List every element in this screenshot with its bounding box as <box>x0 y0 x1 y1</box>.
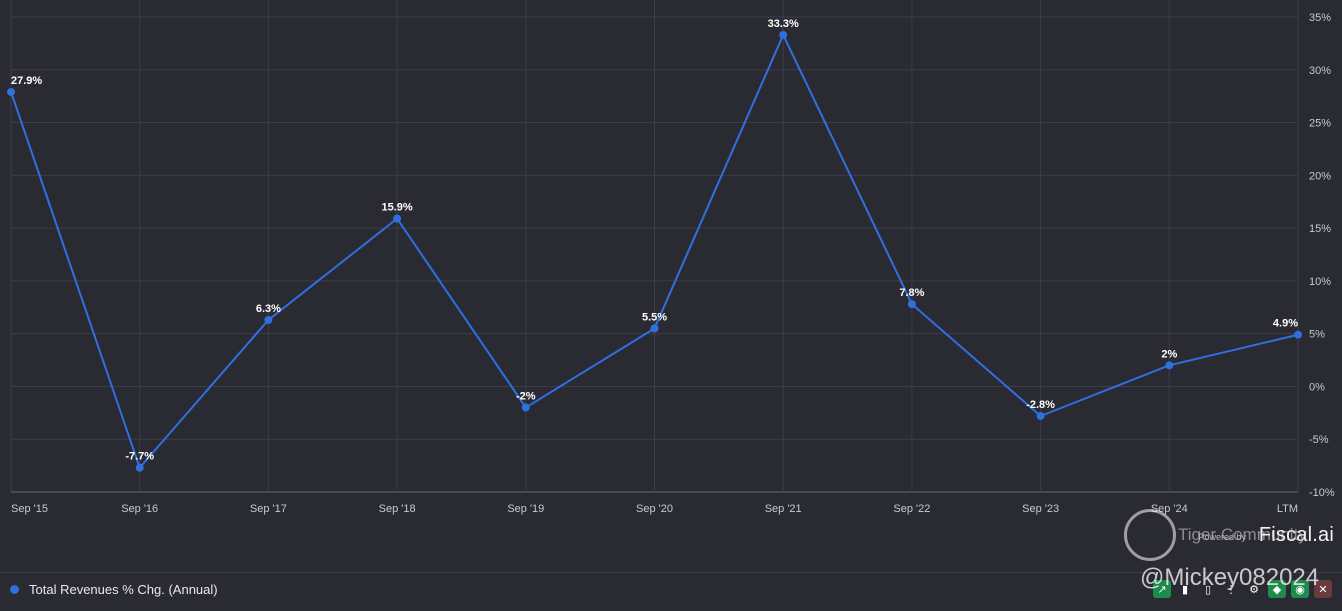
data-point <box>393 214 402 223</box>
revenue-change-chart: 35% 30% 25% 20% 15% 10% 5% 0% -5% -10% Sep '15 Sep … <box>7 0 1335 515</box>
data-point <box>1294 330 1302 339</box>
data-point <box>779 30 788 39</box>
y-tick-label: -10% <box>1309 487 1335 499</box>
brand-logo: Fiscal.ai <box>1258 524 1334 546</box>
watermark-handle: @Mickey082024 <box>1140 564 1320 591</box>
tag-icon[interactable]: ◆ <box>1268 580 1286 598</box>
x-tick-label: Sep '15 <box>11 503 48 515</box>
x-tick-label: Sep '18 <box>379 503 416 515</box>
x-tick-label: Sep '20 <box>636 503 673 515</box>
gear-icon[interactable]: ⚙ <box>1249 583 1259 596</box>
legend-label: Total Revenues % Chg. (Annual) <box>29 582 218 597</box>
data-point <box>521 403 530 412</box>
data-point <box>1036 412 1045 420</box>
data-label: 7.8% <box>899 287 924 299</box>
y-tick-label: 25% <box>1309 118 1331 130</box>
x-tick-label: Sep '16 <box>121 503 158 515</box>
y-tick-label: 35% <box>1309 12 1331 24</box>
x-tick-label: Sep '22 <box>893 503 930 515</box>
y-tick-label: -5% <box>1309 434 1329 446</box>
data-label: 33.3% <box>768 18 799 30</box>
data-point <box>907 300 916 309</box>
legend-item-total-revenues[interactable]: Total Revenues % Chg. (Annual) <box>10 582 218 597</box>
data-label: -2% <box>516 391 536 403</box>
line-chart-icon[interactable]: ↗ <box>1153 580 1171 598</box>
close-icon[interactable]: ✕ <box>1314 580 1332 598</box>
data-point <box>264 315 273 324</box>
data-label: -7.7% <box>125 451 154 463</box>
data-label: 15.9% <box>381 202 412 214</box>
y-tick-label: 15% <box>1309 223 1331 235</box>
data-point <box>7 87 15 96</box>
bar-chart-icon[interactable]: ▮ <box>1181 583 1189 596</box>
chart-footer: Total Revenues % Chg. (Annual) ↗ ▮ ▯ ⋮ ⚙ ◆ ◉ ✕ <box>0 572 1342 611</box>
data-point <box>650 324 659 333</box>
data-point <box>135 463 144 472</box>
data-label: 5.5% <box>642 311 667 323</box>
stacked-bar-icon[interactable]: ▯ <box>1204 583 1212 596</box>
eye-icon[interactable]: ◉ <box>1291 580 1309 598</box>
y-tick-label: 5% <box>1309 329 1325 341</box>
legend-marker <box>10 585 19 594</box>
x-tick-label: LTM <box>1277 503 1298 515</box>
data-label: 27.9% <box>11 75 42 87</box>
x-tick-label: Sep '21 <box>765 503 802 515</box>
data-label: -2.8% <box>1026 399 1055 411</box>
data-point <box>1165 361 1174 370</box>
y-tick-label: 0% <box>1309 381 1325 393</box>
watermark-text: Tiger Community <box>1178 525 1307 544</box>
chart-toolbar: ↗ ▮ ▯ ⋮ ⚙ ◆ ◉ ✕ <box>1153 580 1332 598</box>
powered-by-label: Powered by <box>1198 532 1246 542</box>
y-tick-label: 10% <box>1309 276 1331 288</box>
watermark-logo-icon <box>1124 509 1176 561</box>
x-tick-label: Sep '23 <box>1022 503 1059 515</box>
data-label: 6.3% <box>256 303 281 315</box>
ellipsis-icon[interactable]: ⋮ <box>1225 583 1237 596</box>
y-tick-label: 20% <box>1309 170 1331 182</box>
y-tick-label: 30% <box>1309 65 1331 77</box>
data-label: 4.9% <box>1273 318 1298 330</box>
data-label: 2% <box>1161 348 1177 360</box>
x-tick-label: Sep '19 <box>507 503 544 515</box>
x-tick-label: Sep '17 <box>250 503 287 515</box>
